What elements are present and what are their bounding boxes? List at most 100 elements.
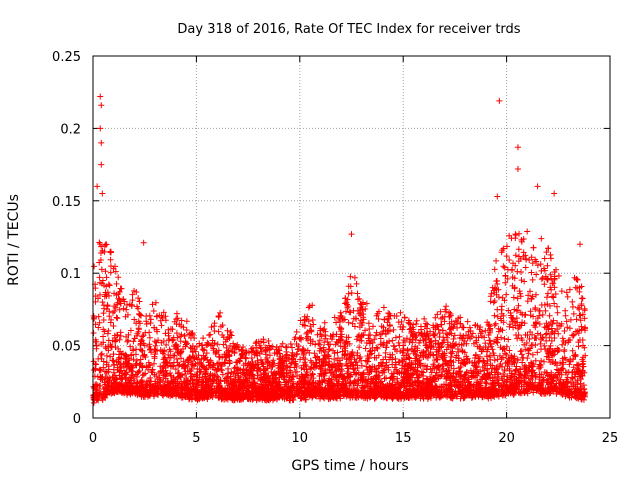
data-point xyxy=(450,335,457,342)
data-point xyxy=(483,353,490,360)
data-point xyxy=(538,276,545,283)
data-point xyxy=(167,326,174,333)
data-point xyxy=(145,359,152,366)
data-point xyxy=(150,360,157,367)
data-point xyxy=(150,308,157,315)
data-point xyxy=(178,317,185,324)
data-point xyxy=(283,363,290,370)
data-point xyxy=(283,369,290,376)
data-point xyxy=(115,274,122,281)
data-point xyxy=(522,264,529,271)
data-point xyxy=(166,336,173,343)
data-point xyxy=(521,312,528,319)
data-point xyxy=(573,316,580,323)
data-point xyxy=(398,318,405,325)
data-point xyxy=(524,228,531,235)
data-point xyxy=(526,335,533,342)
data-point xyxy=(312,354,319,361)
data-point xyxy=(124,338,131,345)
data-point xyxy=(494,339,501,346)
data-point xyxy=(389,337,396,344)
data-point xyxy=(554,309,561,316)
data-point xyxy=(378,378,385,385)
data-point xyxy=(100,316,107,323)
data-point xyxy=(562,312,569,319)
data-point xyxy=(183,318,190,325)
grid xyxy=(93,56,610,418)
data-point xyxy=(516,230,523,237)
data-point xyxy=(544,290,551,297)
data-point xyxy=(385,327,392,334)
data-point xyxy=(532,291,539,298)
data-point xyxy=(163,341,170,348)
data-point xyxy=(167,369,174,376)
data-point xyxy=(378,323,385,330)
data-point xyxy=(345,319,352,326)
data-point xyxy=(129,291,136,298)
data-point xyxy=(504,275,511,282)
data-point xyxy=(561,348,568,355)
data-point xyxy=(366,337,373,344)
data-point xyxy=(91,263,98,270)
data-point xyxy=(554,375,561,382)
data-point xyxy=(550,374,557,381)
data-point xyxy=(113,358,120,365)
data-point xyxy=(110,323,117,330)
data-point xyxy=(576,288,583,295)
data-point xyxy=(342,308,349,315)
data-point xyxy=(173,310,180,317)
data-point xyxy=(377,331,384,338)
data-point xyxy=(564,293,571,300)
data-point xyxy=(500,371,507,378)
data-point xyxy=(226,360,233,367)
data-point xyxy=(491,312,498,319)
data-point xyxy=(496,352,503,359)
data-point xyxy=(207,331,214,338)
data-point xyxy=(549,320,556,327)
data-point xyxy=(539,311,546,318)
data-point xyxy=(577,380,584,387)
data-point xyxy=(248,355,255,362)
data-point xyxy=(499,327,506,334)
data-point xyxy=(486,323,493,330)
data-point xyxy=(443,330,450,337)
data-point xyxy=(383,374,390,381)
data-point xyxy=(363,300,370,307)
data-point xyxy=(398,365,405,372)
data-point xyxy=(317,327,324,334)
data-point xyxy=(293,328,300,335)
data-point xyxy=(189,362,196,369)
data-point xyxy=(305,304,312,311)
data-point xyxy=(562,339,569,346)
x-tick-label: 15 xyxy=(395,431,412,446)
data-point xyxy=(215,328,222,335)
data-point xyxy=(420,348,427,355)
data-point xyxy=(529,331,536,338)
data-point xyxy=(174,315,181,322)
data-point xyxy=(326,345,333,352)
data-point xyxy=(491,357,498,364)
data-point xyxy=(538,235,545,242)
data-point xyxy=(541,281,548,288)
data-point xyxy=(210,347,217,354)
data-point xyxy=(224,327,231,334)
y-tick-label: 0.15 xyxy=(52,195,81,210)
data-point xyxy=(529,276,536,283)
data-point xyxy=(165,351,172,358)
data-point xyxy=(566,361,573,368)
data-point xyxy=(520,354,527,361)
data-point xyxy=(464,318,471,325)
data-point xyxy=(181,332,188,339)
data-point xyxy=(217,323,224,330)
data-point xyxy=(93,361,100,368)
data-point xyxy=(365,332,372,339)
data-point xyxy=(311,350,318,357)
data-point xyxy=(325,346,332,353)
data-point xyxy=(581,305,588,312)
data-point xyxy=(444,341,451,348)
data-point xyxy=(318,392,325,399)
data-point xyxy=(173,330,180,337)
data-point xyxy=(508,235,515,242)
data-point xyxy=(401,314,408,321)
data-point xyxy=(363,363,370,370)
